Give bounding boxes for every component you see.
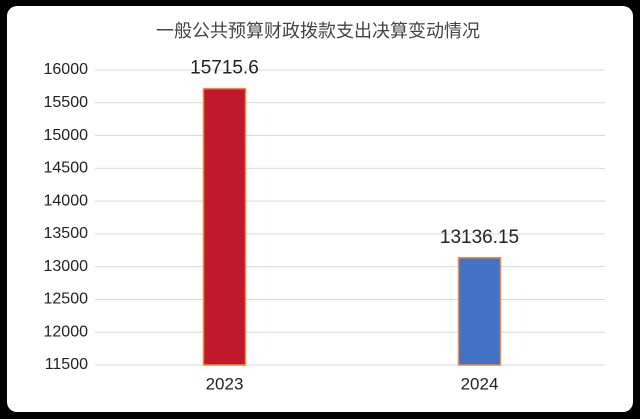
x-tick-label: 2024 — [461, 374, 499, 393]
y-tick-label: 14000 — [44, 192, 89, 209]
chart-background — [7, 6, 633, 412]
y-tick-label: 15000 — [44, 127, 89, 144]
chart-title: 一般公共预算财政拨款支出决算变动情况 — [156, 21, 480, 41]
y-tick-label: 12000 — [44, 323, 89, 340]
bar — [457, 256, 502, 366]
y-tick-label: 16000 — [44, 61, 89, 78]
y-tick-label: 13000 — [44, 258, 89, 275]
y-tick-label: 13500 — [44, 225, 89, 242]
x-tick-label: 2023 — [206, 374, 244, 393]
value-label: 15715.6 — [190, 58, 259, 79]
y-tick-label: 12500 — [44, 291, 89, 308]
bar — [202, 87, 247, 366]
value-label: 13136.15 — [440, 227, 519, 248]
y-tick-label: 14500 — [44, 160, 89, 177]
y-tick-label: 11500 — [45, 356, 88, 373]
y-tick-label: 15500 — [44, 94, 89, 111]
